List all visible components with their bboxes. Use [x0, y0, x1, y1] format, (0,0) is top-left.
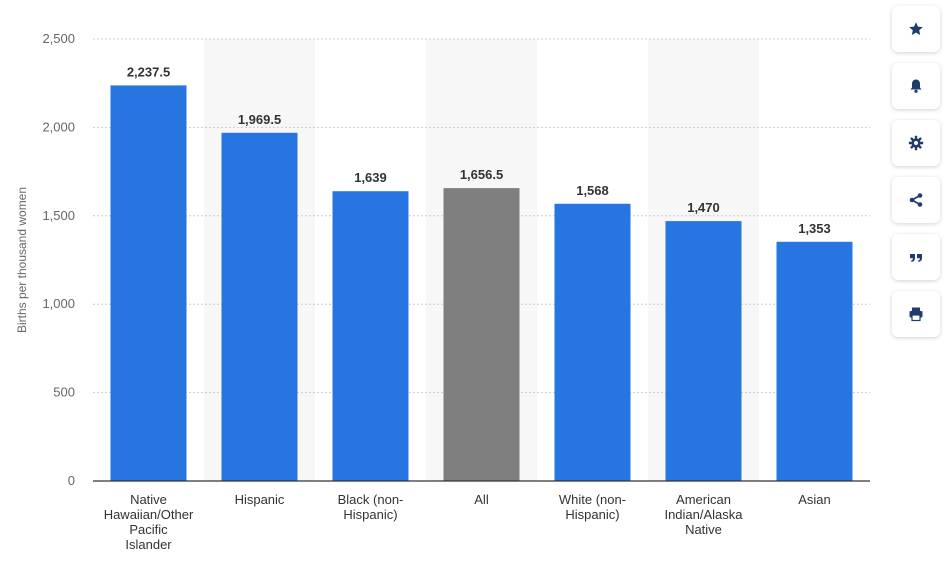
- y-tick-label: 1,000: [42, 296, 75, 311]
- y-tick-label: 0: [68, 473, 75, 488]
- bar: [443, 188, 520, 481]
- y-tick-label: 500: [53, 385, 75, 400]
- favorite-button[interactable]: [892, 6, 940, 52]
- x-tick-label-line: Hispanic): [343, 507, 397, 522]
- printer-icon: [909, 307, 923, 322]
- x-tick-label-line: Asian: [798, 492, 831, 507]
- share-button[interactable]: [892, 177, 940, 223]
- x-tick-label-line: Native: [130, 492, 167, 507]
- x-tick-label-line: All: [474, 492, 489, 507]
- bar: [110, 85, 187, 481]
- settings-button[interactable]: [892, 120, 940, 166]
- data-label: 1,969.5: [238, 112, 281, 127]
- bar-chart: 0 500 1,000 1,500 2,000 2,500 2,237.5 1,969.5 1,…: [42, 31, 870, 552]
- print-button[interactable]: [892, 291, 940, 337]
- chart-area: 0 500 1,000 1,500 2,000 2,500 2,237.5 1,969.5 1,…: [15, 31, 870, 552]
- x-tick-label-line: Indian/Alaska: [664, 507, 743, 522]
- star-icon: [909, 22, 923, 35]
- share-icon: [909, 193, 923, 207]
- gear-icon: [908, 135, 924, 151]
- bell-icon: [910, 79, 922, 93]
- bar: [332, 191, 409, 481]
- x-tick-label-line: Pacific: [129, 522, 168, 537]
- cite-button[interactable]: [892, 234, 940, 280]
- bar: [221, 132, 298, 481]
- data-label: 1,470: [687, 200, 720, 215]
- bar: [776, 241, 853, 481]
- x-tick-label-line: Hispanic: [235, 492, 285, 507]
- x-tick-label: All: [474, 492, 489, 507]
- data-label: 1,568: [576, 183, 609, 198]
- x-tick-label-line: Black (non-: [338, 492, 404, 507]
- notification-button[interactable]: [892, 63, 940, 109]
- quote-icon: [910, 254, 922, 262]
- x-tick-label-line: Hawaiian/Other: [104, 507, 194, 522]
- bar: [665, 221, 742, 481]
- data-label: 1,639: [354, 170, 387, 185]
- x-tick-label: Native Hawaiian/Other Pacific Islander: [104, 492, 194, 552]
- x-tick-label: Hispanic: [235, 492, 285, 507]
- bar: [554, 203, 631, 482]
- x-tick-label: White (non-Hispanic): [559, 492, 626, 522]
- data-label: 2,237.5: [127, 64, 170, 79]
- y-tick-label: 2,000: [42, 119, 75, 134]
- y-tick-label: 1,500: [42, 208, 75, 223]
- data-label: 1,353: [798, 221, 831, 236]
- x-tick-label: Black (non-Hispanic): [338, 492, 404, 522]
- y-axis-label: Births per thousand women: [15, 186, 29, 334]
- x-tick-label-line: American: [676, 492, 731, 507]
- x-tick-label: American Indian/Alaska Native: [664, 492, 743, 537]
- chart-toolbar: [892, 6, 940, 348]
- y-tick-label: 2,500: [42, 31, 75, 46]
- data-label: 1,656.5: [460, 167, 503, 182]
- x-tick-label: Asian: [798, 492, 831, 507]
- x-tick-label-line: Islander: [125, 537, 172, 552]
- x-tick-label-line: Native: [685, 522, 722, 537]
- x-tick-label-line: White (non-: [559, 492, 626, 507]
- x-tick-label-line: Hispanic): [565, 507, 619, 522]
